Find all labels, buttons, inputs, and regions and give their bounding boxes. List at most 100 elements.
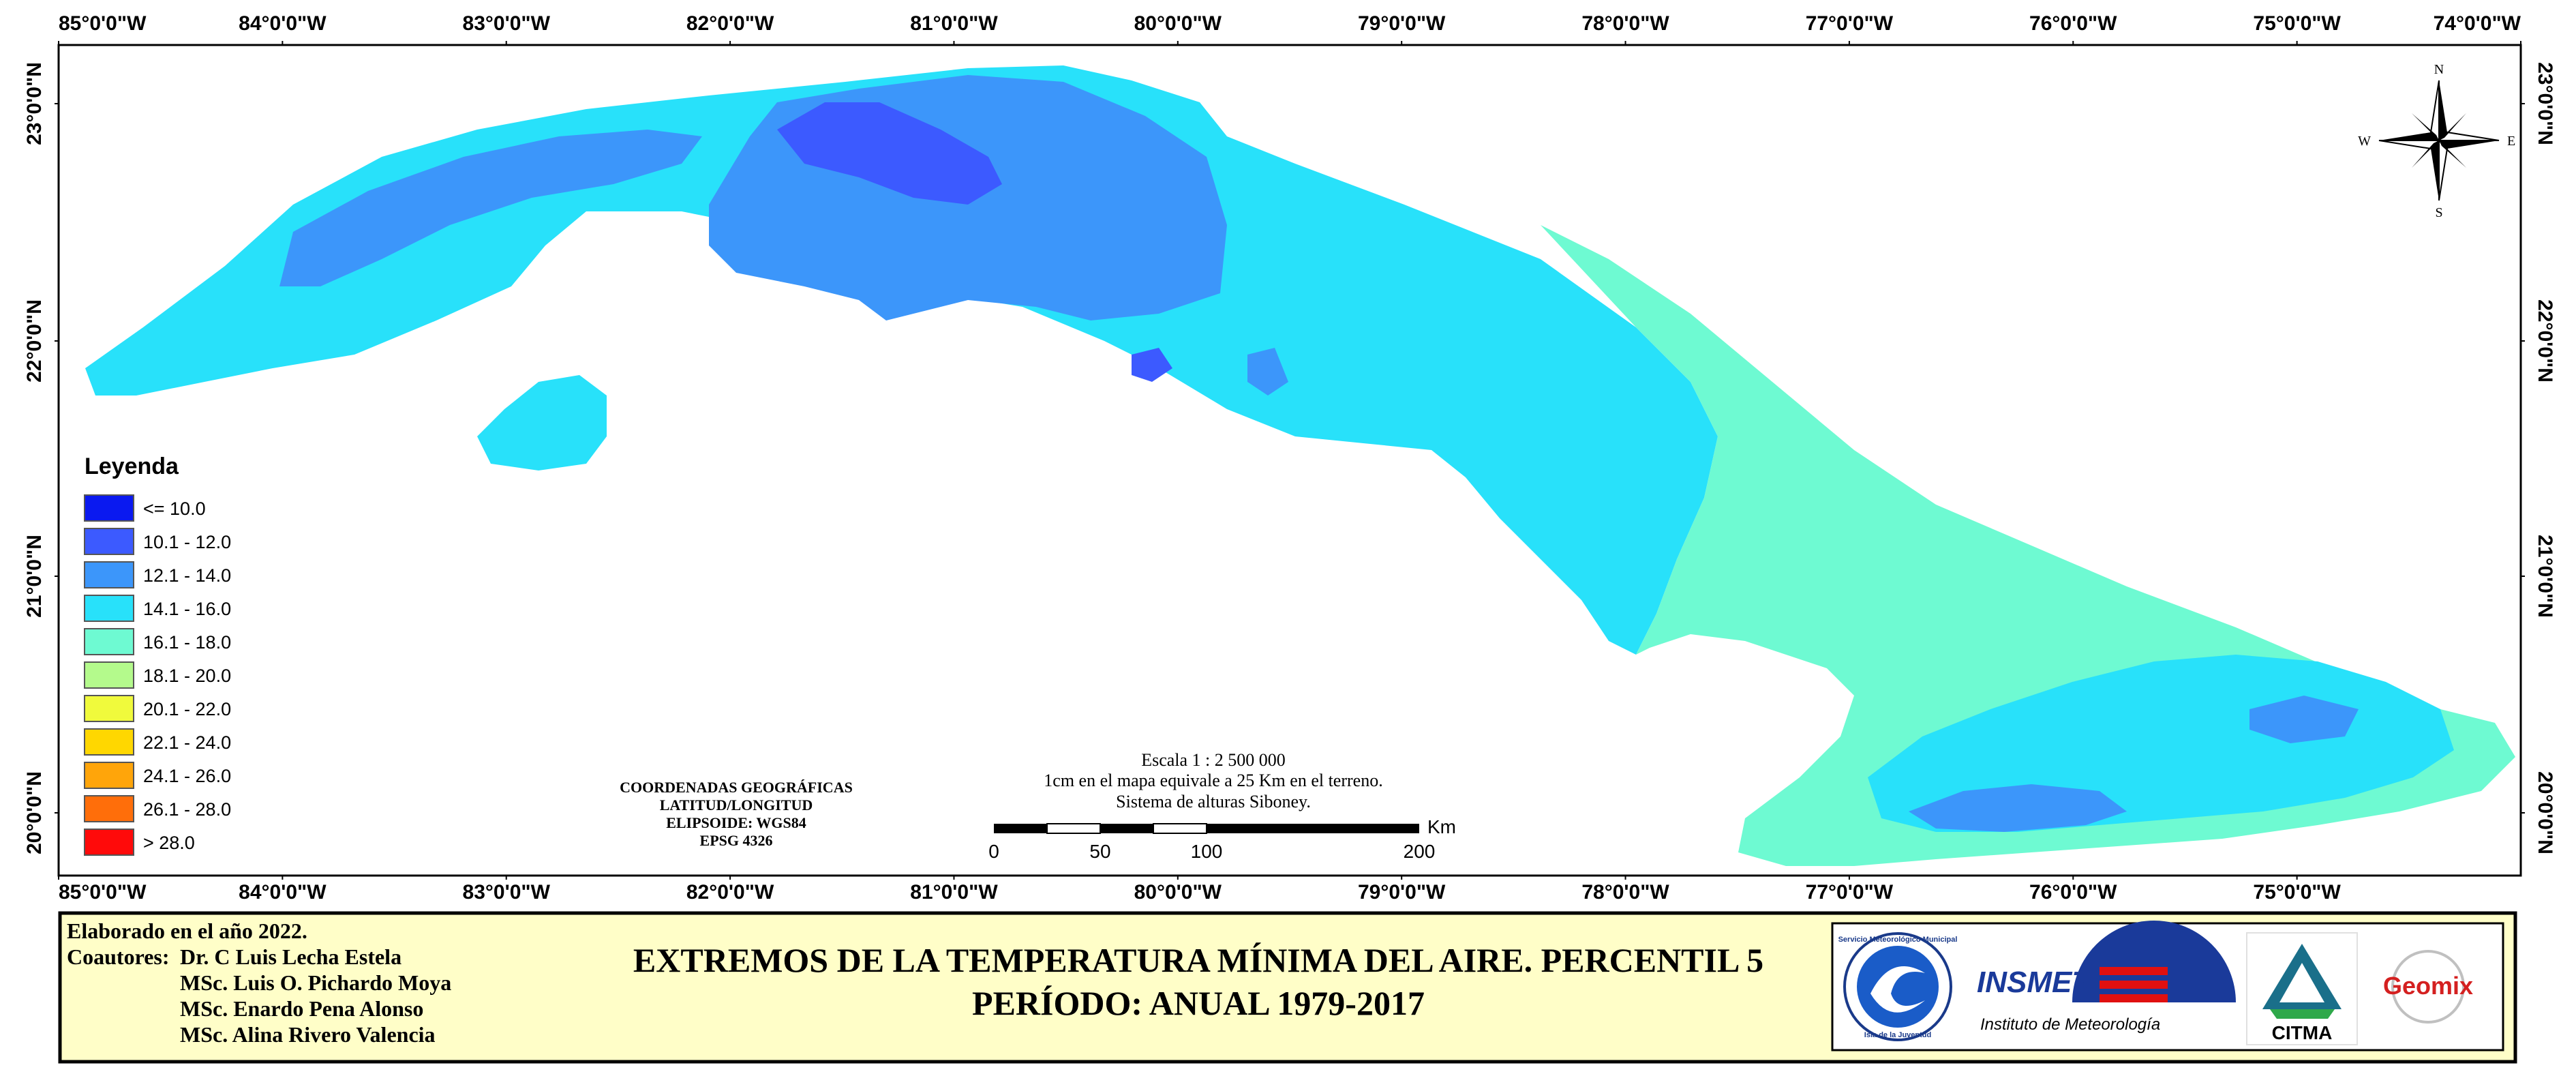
map-title-line-1: EXTREMOS DE LA TEMPERATURA MÍNIMA DEL AI… — [633, 941, 1763, 979]
latitude-ticks-left: 23°0'0"N 22°0'0"N 21°0'0"N 20°0'0"N — [23, 62, 59, 854]
insmet-name: INSMET — [1977, 966, 2092, 999]
insmet-subtitle: Instituto de Meteorología — [1980, 1015, 2160, 1034]
scale-line-3: Sistema de alturas Siboney. — [1116, 792, 1311, 811]
legend-label: 14.1 - 16.0 — [143, 599, 231, 619]
author-3: MSc. Enardo Pena Alonso — [180, 996, 423, 1021]
lon-top-tick-label: 82°0'0"W — [686, 12, 774, 35]
legend-label: 16.1 - 18.0 — [143, 632, 231, 653]
coord-line-1: COORDENADAS GEOGRÁFICAS — [620, 779, 853, 796]
lat-right-tick-label: 22°0'0"N — [2534, 299, 2556, 383]
lon-bottom-tick-label: 79°0'0"W — [1358, 881, 1446, 904]
legend: Leyenda <= 10.0 10.1 - 12.0 12.1 - 14.0 14.… — [84, 453, 231, 856]
zone-14-16-west — [85, 65, 1718, 655]
geomix-logo: Geomix — [2383, 950, 2473, 1024]
legend-swatch — [84, 762, 134, 789]
legend-swatch — [84, 695, 134, 722]
legend-swatch — [84, 829, 134, 856]
author-4: MSc. Alina Rivero Valencia — [180, 1022, 436, 1047]
lon-bottom-tick-label: 84°0'0"W — [239, 881, 327, 904]
coauthors-label: Coautores: — [67, 944, 170, 969]
lon-top-tick-label: 74°0'0"W — [2434, 12, 2521, 35]
zone-12-14-east — [1909, 784, 2127, 832]
coord-line-4: EPSG 4326 — [700, 832, 773, 849]
scale-tick-100: 100 — [1191, 841, 1223, 862]
legend-items: <= 10.0 10.1 - 12.0 12.1 - 14.0 14.1 - 16.0… — [84, 494, 231, 856]
scale-tick-50: 50 — [1089, 841, 1110, 862]
insmet-logo: INSMET Instituto de Meteorología — [1969, 921, 2236, 1045]
isla-de-la-juventud — [477, 375, 607, 471]
map-title-line-2: PERÍODO: ANUAL 1979-2017 — [972, 984, 1425, 1022]
lon-bottom-tick-label: 85°0'0"W — [59, 881, 147, 904]
lon-top-tick-label: 84°0'0"W — [239, 12, 327, 35]
lon-bottom-tick-label: 83°0'0"W — [463, 881, 551, 904]
zone-10-12-patch-1 — [1132, 348, 1172, 382]
lat-right-tick-label: 23°0'0"N — [2534, 62, 2556, 145]
scale-tick-200: 200 — [1404, 841, 1436, 862]
compass-rose: N S E W — [2358, 62, 2515, 220]
lat-left-tick-label: 20°0'0"N — [23, 771, 46, 854]
legend-label: 10.1 - 12.0 — [143, 532, 231, 552]
lon-top-tick-label: 79°0'0"W — [1358, 12, 1446, 35]
author-2: MSc. Luis O. Pichardo Moya — [180, 970, 451, 995]
compass-n: N — [2434, 62, 2444, 77]
legend-label: 20.1 - 22.0 — [143, 699, 231, 719]
scale-tick-0: 0 — [988, 841, 999, 862]
legend-label: 26.1 - 28.0 — [143, 799, 231, 820]
compass-e: E — [2507, 134, 2515, 149]
legend-swatch — [84, 795, 134, 822]
cuba-temperature-map — [85, 65, 2515, 866]
legend-swatch — [84, 528, 134, 555]
scale-line-1: Escala 1 : 2 500 000 — [1141, 750, 1286, 770]
lon-top-tick-label: 75°0'0"W — [2253, 12, 2341, 35]
legend-swatch — [84, 494, 134, 522]
lon-top-tick-label: 83°0'0"W — [463, 12, 551, 35]
lon-bottom-tick-label: 77°0'0"W — [1806, 881, 1894, 904]
legend-swatch — [84, 728, 134, 756]
legend-label: 24.1 - 26.0 — [143, 766, 231, 786]
citma-text: CITMA — [2272, 1022, 2333, 1043]
scale-unit: Km — [1427, 816, 1456, 837]
smm-bottom-text: Isla de la Juventud — [1864, 1031, 1931, 1039]
compass-w: W — [2358, 134, 2371, 149]
legend-swatch — [84, 561, 134, 588]
lat-left-tick-label: 23°0'0"N — [23, 62, 46, 145]
lat-left-tick-label: 21°0'0"N — [23, 535, 46, 618]
longitude-ticks-bottom: 85°0'0"W 84°0'0"W 83°0'0"W 82°0'0"W 81°0'0"W… — [58, 876, 2342, 904]
scale-info: Escala 1 : 2 500 000 1cm en el mapa equi… — [988, 750, 1456, 862]
scale-line-2: 1cm en el mapa equivale a 25 Km en el te… — [1044, 771, 1382, 790]
geomix-text: Geomix — [2383, 972, 2473, 1000]
lat-right-tick-label: 21°0'0"N — [2534, 535, 2556, 618]
lat-right-tick-label: 20°0'0"N — [2534, 771, 2556, 854]
coord-line-2: LATITUD/LONGITUD — [660, 796, 813, 814]
lon-bottom-tick-label: 80°0'0"W — [1134, 881, 1222, 904]
zone-12-14-east-2 — [2249, 696, 2359, 743]
lon-top-tick-label: 80°0'0"W — [1134, 12, 1222, 35]
lon-bottom-tick-label: 78°0'0"W — [1581, 881, 1669, 904]
lon-top-tick-label: 81°0'0"W — [910, 12, 998, 35]
smm-top-text: Servicio Meteorológico Municipal — [1838, 936, 1958, 944]
lon-bottom-tick-label: 82°0'0"W — [686, 881, 774, 904]
legend-label: <= 10.0 — [143, 498, 206, 519]
citma-logo: CITMA — [2246, 932, 2358, 1045]
lon-top-tick-label: 85°0'0"W — [59, 12, 147, 35]
legend-label: 12.1 - 14.0 — [143, 565, 231, 586]
latitude-ticks-right: 23°0'0"N 22°0'0"N 21°0'0"N 20°0'0"N — [2521, 62, 2556, 854]
scale-bar — [994, 823, 1419, 834]
legend-swatch — [84, 595, 134, 622]
lon-bottom-tick-label: 76°0'0"W — [2029, 881, 2117, 904]
legend-title: Leyenda — [85, 453, 179, 479]
legend-label: 22.1 - 24.0 — [143, 732, 231, 753]
zone-10-12-center — [777, 102, 1002, 205]
lon-top-tick-label: 76°0'0"W — [2029, 12, 2117, 35]
legend-swatch — [84, 661, 134, 689]
compass-s: S — [2435, 205, 2442, 220]
zone-10-12-patch-2 — [1247, 348, 1288, 396]
author-1: Dr. C Luis Lecha Estela — [180, 944, 401, 969]
lon-bottom-tick-label: 81°0'0"W — [910, 881, 998, 904]
legend-swatch — [84, 628, 134, 655]
legend-label: > 28.0 — [143, 833, 195, 853]
elaborated-text: Elaborado en el año 2022. — [67, 919, 307, 943]
lon-top-tick-label: 78°0'0"W — [1581, 12, 1669, 35]
longitude-ticks-top: 85°0'0"W 84°0'0"W 83°0'0"W 82°0'0"W 81°0'0"W… — [58, 12, 2521, 45]
